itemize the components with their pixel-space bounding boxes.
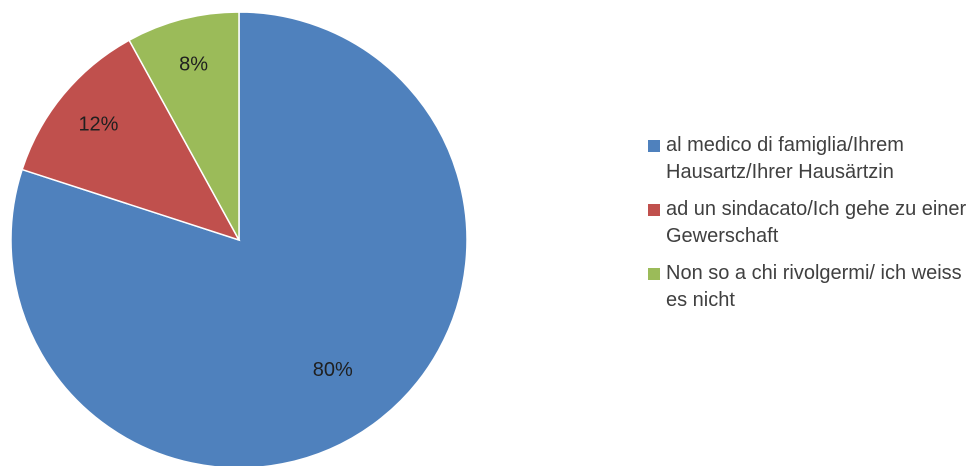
data-label-union: 12%: [78, 114, 118, 136]
legend-label-dont-know: Non so a chi rivolgermi/ ich weiss es ni…: [666, 262, 962, 311]
legend-item-dont-know: Non so a chi rivolgermi/ ich weiss es ni…: [648, 260, 968, 314]
legend-label-family-doctor: al medico di famiglia/Ihrem Hausartz/Ihr…: [666, 134, 904, 183]
legend-item-family-doctor: al medico di famiglia/Ihrem Hausartz/Ihr…: [648, 132, 968, 186]
legend-swatch-union: [648, 204, 660, 216]
data-label-dont-know: 8%: [179, 53, 208, 75]
pie-slice-family-doctor: [10, 11, 468, 469]
chart-legend: al medico di famiglia/Ihrem Hausartz/Ihr…: [648, 132, 968, 324]
pie-slice-dont-know: [128, 11, 240, 241]
pie-slice-union: [21, 39, 241, 242]
data-label-family-doctor: 80%: [313, 359, 353, 381]
legend-label-union: ad un sindacato/Ich gehe zu einer Gewers…: [666, 198, 967, 247]
legend-swatch-dont-know: [648, 268, 660, 280]
legend-swatch-family-doctor: [648, 140, 660, 152]
legend-item-union: ad un sindacato/Ich gehe zu einer Gewers…: [648, 196, 968, 250]
